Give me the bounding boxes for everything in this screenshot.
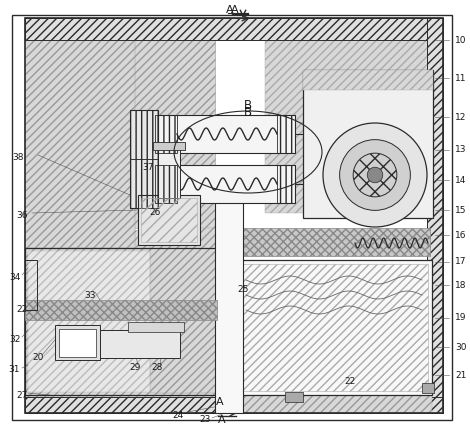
Bar [128, 322, 184, 332]
Bar [277, 165, 295, 203]
Bar [130, 110, 158, 159]
Bar [155, 115, 177, 153]
Bar [236, 260, 432, 395]
Text: 33: 33 [84, 291, 96, 300]
Bar [155, 115, 295, 153]
Bar [25, 260, 37, 310]
Bar [427, 18, 443, 413]
Text: 20: 20 [32, 354, 44, 363]
Bar [150, 228, 218, 393]
Bar [236, 395, 432, 413]
Bar [130, 110, 158, 208]
Bar [25, 248, 217, 395]
Text: A: A [226, 5, 234, 15]
Text: 36: 36 [16, 211, 28, 220]
Bar [215, 228, 430, 256]
Text: 14: 14 [455, 175, 466, 184]
Bar [158, 148, 180, 198]
Text: 22: 22 [345, 377, 356, 386]
Bar [55, 325, 100, 360]
Text: 10: 10 [455, 36, 467, 45]
Text: 37: 37 [142, 163, 154, 172]
Bar [155, 165, 177, 203]
Bar [130, 159, 158, 208]
Text: 27: 27 [16, 390, 28, 399]
Bar [277, 115, 295, 153]
Bar [25, 18, 443, 413]
Text: 32: 32 [9, 336, 21, 345]
Text: 30: 30 [455, 342, 467, 351]
Bar [25, 18, 215, 228]
Text: 24: 24 [172, 410, 184, 419]
Text: 28: 28 [151, 363, 163, 372]
Bar [59, 329, 96, 357]
Text: 29: 29 [129, 363, 141, 372]
Text: A: A [231, 5, 239, 15]
Text: 23: 23 [199, 416, 211, 425]
Text: 25: 25 [237, 285, 249, 294]
Circle shape [367, 167, 383, 183]
Text: 13: 13 [455, 146, 467, 155]
Bar [25, 397, 443, 413]
Text: 22: 22 [16, 306, 28, 315]
Bar [25, 300, 217, 320]
Text: 34: 34 [9, 273, 21, 282]
Text: 18: 18 [455, 280, 467, 289]
Text: 12: 12 [455, 113, 466, 122]
Text: B: B [244, 105, 252, 119]
Bar [155, 165, 295, 203]
Text: 17: 17 [455, 258, 467, 267]
Text: 15: 15 [455, 205, 467, 214]
Bar [285, 392, 303, 402]
Bar [240, 264, 428, 391]
Bar [265, 18, 443, 213]
Text: 16: 16 [455, 231, 467, 240]
Bar [303, 70, 433, 218]
Text: B: B [244, 98, 252, 112]
Text: A: A [216, 397, 224, 407]
Bar [25, 18, 443, 40]
Bar [28, 251, 214, 392]
Circle shape [323, 123, 427, 227]
Bar [422, 383, 434, 393]
Text: 19: 19 [455, 313, 467, 323]
Bar [153, 142, 185, 150]
Bar [265, 18, 443, 76]
Text: 26: 26 [149, 208, 161, 217]
Bar [25, 230, 150, 413]
Text: 31: 31 [8, 366, 20, 374]
Circle shape [340, 140, 410, 210]
Bar [303, 70, 433, 90]
Bar [215, 200, 243, 413]
Text: A: A [218, 415, 226, 425]
Bar [25, 370, 320, 397]
Bar [138, 195, 200, 245]
Text: 11: 11 [455, 74, 467, 83]
Text: 38: 38 [12, 154, 24, 163]
Bar [100, 330, 180, 358]
Text: 21: 21 [455, 371, 466, 380]
Bar [141, 198, 197, 242]
Bar [25, 18, 135, 248]
